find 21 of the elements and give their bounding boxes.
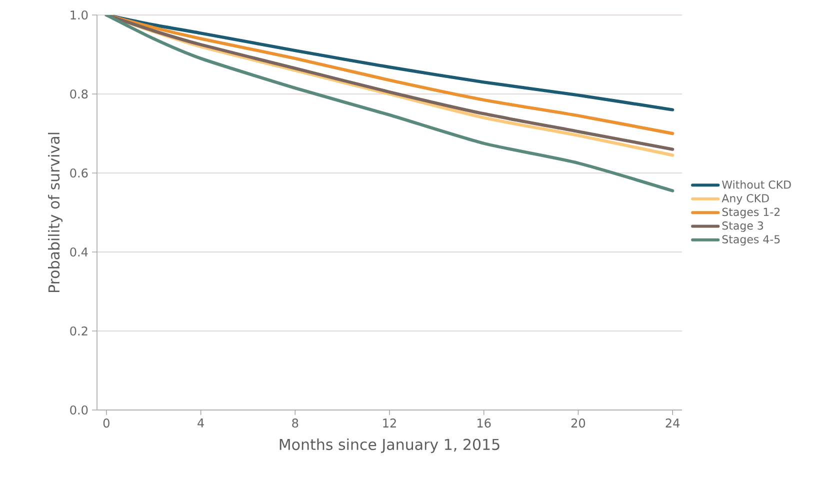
legend-label: Stages 1-2	[722, 208, 780, 218]
y-tick-label: 0.6	[70, 168, 88, 178]
x-tick-label: 12	[383, 418, 396, 428]
legend-label: Stages 4-5	[722, 235, 780, 246]
y-axis-title: Probability of survival	[48, 132, 63, 292]
x-tick-label: 8	[292, 418, 298, 428]
y-tick-label: 1.0	[70, 10, 88, 20]
line-series	[104, 14, 674, 192]
y-tick-label: 0.8	[70, 89, 88, 99]
y-tick-label: 0.0	[70, 405, 88, 415]
x-tick-label: 4	[198, 418, 204, 428]
x-tick-label: 24	[666, 418, 680, 428]
y-tick-label: 0.4	[70, 247, 88, 257]
x-tick-label: 20	[571, 418, 586, 428]
y-tick-label: 0.2	[70, 326, 88, 336]
legend-label: Any CKD	[722, 194, 769, 205]
legend-label: Without CKD	[722, 180, 791, 189]
x-tick-label: 0	[103, 418, 110, 428]
x-axis-title: Months since January 1, 2015	[280, 438, 500, 453]
x-tick-label: 16	[478, 418, 491, 428]
legend-label: Stage 3	[722, 221, 764, 232]
